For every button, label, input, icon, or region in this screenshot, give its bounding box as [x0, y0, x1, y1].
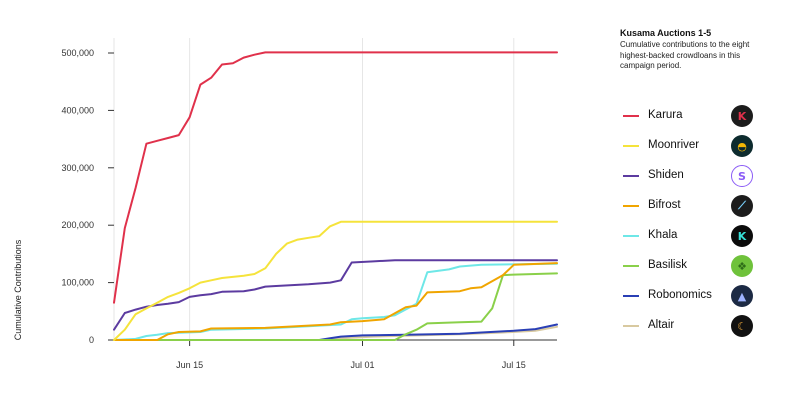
legend-item-khala: Khala K: [620, 224, 790, 254]
legend-swatch: [623, 265, 639, 267]
series-line-karura: [113, 51, 558, 304]
legend-item-bifrost: Bifrost ⟋: [620, 194, 790, 224]
legend-item-moonriver: Moonriver ◓: [620, 134, 790, 164]
series-line-moonriver: [113, 220, 558, 341]
chart-title: Kusama Auctions 1-5: [620, 28, 712, 38]
robonomics-logo-icon: ▲: [731, 285, 753, 307]
legend-label: Moonriver: [648, 139, 700, 151]
x-tick-label: Jul 15: [502, 360, 526, 370]
y-tick-label: 200,000: [61, 220, 94, 230]
legend-swatch: [623, 325, 639, 327]
y-tick-label: 0: [89, 335, 94, 345]
legend-label: Karura: [648, 109, 683, 121]
y-tick-label: 300,000: [61, 163, 94, 173]
legend-item-altair: Altair ☾: [620, 314, 790, 344]
series-line-basilisk: [113, 272, 558, 341]
legend-item-basilisk: Basilisk ❖: [620, 254, 790, 284]
chart-description-panel: Kusama Auctions 1-5 Cumulative contribut…: [620, 28, 790, 72]
y-tick-label: 500,000: [61, 48, 94, 58]
series-line-shiden: [113, 259, 558, 331]
legend-label: Robonomics: [648, 289, 712, 301]
legend-swatch: [623, 175, 639, 177]
basilisk-logo-icon: ❖: [731, 255, 753, 277]
altair-logo-icon: ☾: [731, 315, 753, 337]
chart-subtitle: Cumulative contributions to the eight hi…: [620, 40, 750, 70]
y-tick-label: 400,000: [61, 105, 94, 115]
legend-swatch: [623, 205, 639, 207]
moonriver-logo-icon: ◓: [731, 135, 753, 157]
line-chart: Jun 15 Jul 01 Jul 15 0 100,000 200,000 300,000…: [13, 38, 558, 370]
series-line-bifrost: [113, 262, 558, 341]
x-tick-label: Jun 15: [176, 360, 203, 370]
y-tick-label: 100,000: [61, 278, 94, 288]
shiden-logo-icon: S: [731, 165, 753, 187]
legend-item-karura: Karura K: [620, 104, 790, 134]
legend-label: Khala: [648, 229, 678, 241]
legend-label: Shiden: [648, 169, 684, 181]
khala-logo-icon: K: [731, 225, 753, 247]
karura-logo-icon: K: [731, 105, 753, 127]
legend-swatch: [623, 295, 639, 297]
bifrost-logo-icon: ⟋: [731, 195, 753, 217]
legend-label: Basilisk: [648, 259, 687, 271]
series-lines: [113, 51, 558, 341]
legend-item-shiden: Shiden S: [620, 164, 790, 194]
axes: Jun 15 Jul 01 Jul 15 0 100,000 200,000 300,000…: [61, 48, 557, 370]
x-tick-label: Jul 01: [350, 360, 374, 370]
legend-swatch: [623, 115, 639, 117]
grid: [113, 38, 515, 340]
legend-swatch: [623, 235, 639, 237]
legend-item-robonomics: Robonomics ▲: [620, 284, 790, 314]
y-axis-title: Cumulative Contributions: [13, 239, 23, 340]
legend-label: Altair: [648, 319, 675, 331]
legend-swatch: [623, 145, 639, 147]
legend-label: Bifrost: [648, 199, 681, 211]
legend: Karura K Moonriver ◓ Shiden S Bifrost ⟋ Khala K Ba…: [620, 104, 790, 344]
